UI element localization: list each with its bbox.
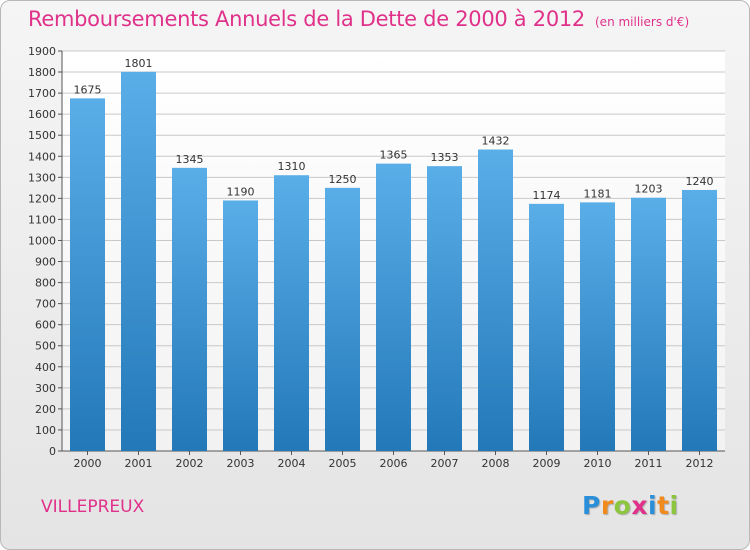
logo-letter: x [631, 491, 648, 520]
y-tick-label: 1500 [28, 129, 56, 142]
y-tick-label: 400 [35, 361, 56, 374]
city-name: VILLEPREUX [41, 497, 145, 517]
y-tick-label: 1900 [28, 45, 56, 58]
value-label-2011: 1203 [635, 183, 663, 196]
x-tick-label-2003: 2003 [227, 457, 255, 470]
bar-2012 [682, 189, 717, 451]
x-tick-label-2006: 2006 [380, 457, 408, 470]
logo-letter: i [669, 491, 679, 520]
bar-2010 [580, 202, 615, 451]
y-tick-label: 700 [35, 298, 56, 311]
bar-2011 [631, 197, 666, 451]
bar-2007 [427, 166, 462, 451]
value-label-2012: 1240 [686, 175, 714, 188]
y-tick-label: 300 [35, 382, 56, 395]
x-tick-label-2002: 2002 [176, 457, 204, 470]
y-tick-label: 600 [35, 319, 56, 332]
y-tick-label: 1700 [28, 87, 56, 100]
y-tick-label: 1800 [28, 66, 56, 79]
y-tick-label: 800 [35, 277, 56, 290]
value-label-2006: 1365 [380, 149, 408, 162]
chart-title: Remboursements Annuels de la Dette de 20… [28, 7, 689, 31]
bar-2000 [70, 98, 105, 452]
bar-2003 [223, 200, 258, 451]
y-tick-label: 200 [35, 403, 56, 416]
y-tick-label: 1100 [28, 213, 56, 226]
bar-2001 [121, 71, 156, 451]
x-tick-label-2008: 2008 [482, 457, 510, 470]
x-tick-label-2011: 2011 [635, 457, 663, 470]
bar-2002 [172, 167, 207, 451]
logo-letter: i [648, 491, 658, 520]
value-label-2010: 1181 [584, 187, 612, 200]
x-tick-label-2000: 2000 [74, 457, 102, 470]
bar-2008 [478, 149, 513, 452]
value-label-2005: 1250 [329, 173, 357, 186]
title-text: Remboursements Annuels de la Dette de 20… [28, 7, 585, 31]
logo-letter: t [657, 491, 670, 520]
logo-letter: P [582, 491, 601, 520]
logo-letter: o [613, 491, 632, 520]
value-label-2008: 1432 [482, 135, 510, 148]
y-tick-label: 500 [35, 340, 56, 353]
y-tick-label: 1000 [28, 234, 56, 247]
y-tick-label: 1600 [28, 108, 56, 121]
bar-2005 [325, 187, 360, 451]
x-tick-label-2007: 2007 [431, 457, 459, 470]
unit-note: (en milliers d'€) [595, 15, 690, 29]
y-tick-label: 900 [35, 256, 56, 269]
x-tick-label-2005: 2005 [329, 457, 357, 470]
bar-2006 [376, 163, 411, 451]
y-tick-label: 100 [35, 424, 56, 437]
value-label-2004: 1310 [278, 160, 306, 173]
x-tick-label-2004: 2004 [278, 457, 306, 470]
value-label-2007: 1353 [431, 151, 459, 164]
y-tick-label: 1300 [28, 171, 56, 184]
y-tick-label: 1400 [28, 150, 56, 163]
bar-2009 [529, 203, 564, 451]
x-tick-label-2012: 2012 [686, 457, 714, 470]
proxiti-logo[interactable]: Proxiti [582, 491, 679, 520]
value-label-2000: 1675 [74, 83, 102, 96]
value-label-2003: 1190 [227, 185, 255, 198]
x-tick-label-2010: 2010 [584, 457, 612, 470]
y-tick-label: 0 [49, 445, 56, 458]
y-tick-label: 1200 [28, 192, 56, 205]
logo-letter: r [600, 491, 614, 520]
value-label-2001: 1801 [125, 57, 153, 70]
x-tick-label-2009: 2009 [533, 457, 561, 470]
value-label-2002: 1345 [176, 153, 204, 166]
bar-2004 [274, 175, 309, 452]
value-label-2009: 1174 [533, 189, 561, 202]
x-tick-label-2001: 2001 [125, 457, 153, 470]
